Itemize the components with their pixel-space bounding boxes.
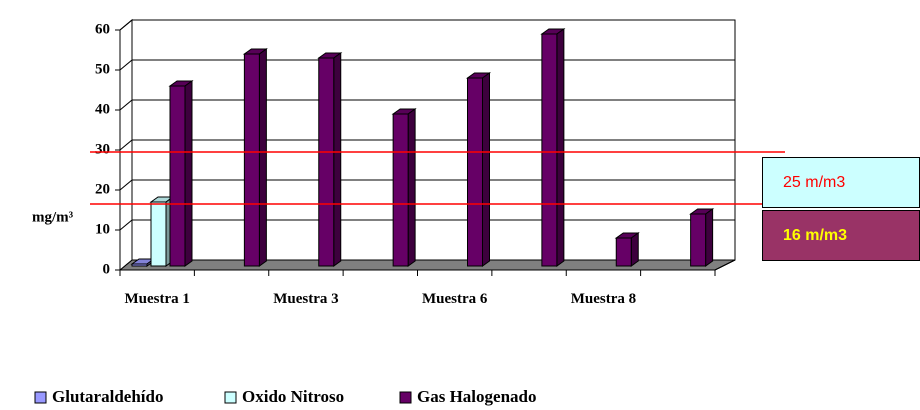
bar [168,80,194,267]
bar-side [258,48,267,267]
bar [614,232,640,267]
bar-side [705,208,714,267]
bar [391,108,417,267]
legend-swatch [34,391,47,404]
floor-edge [714,259,736,271]
y-tick-label: 20 [95,181,110,197]
bar-front [467,77,483,267]
bar [317,52,343,267]
x-tick-label: Muestra 3 [273,291,339,307]
bar-side [333,52,342,267]
legend-label: Oxido Nitroso [242,387,344,406]
annotation-box: 16 m/m3 [762,210,920,261]
annotation-box: 25 m/m3 [762,157,920,208]
legend-label: Gas Halogenado [417,387,537,406]
bar-front [541,33,558,267]
grid-line [119,139,735,151]
x-tick-label: Muestra 6 [421,291,488,307]
y-tick-label: 0 [103,261,111,277]
bar-front [131,263,148,267]
y-tick-label: 50 [95,61,110,77]
bar-front [169,85,186,267]
bar-side [556,28,565,267]
y-tick-label: 60 [95,21,110,37]
bar-front [615,237,632,267]
bar-front [243,53,260,267]
y-tick-label: 40 [95,101,110,117]
bar-side [407,108,416,267]
x-tick-label: Muestra 8 [570,291,637,307]
bar-front [690,213,707,267]
x-tick-label: Muestra 1 [124,291,190,307]
legend-label: Glutaraldehído [52,387,163,406]
grid-line [119,179,735,191]
grid-line [119,19,735,31]
grid-line [119,59,735,71]
grid-line [119,99,735,111]
grid-line [119,219,735,231]
bar [540,28,566,267]
floor [118,259,736,271]
y-tick-label: 10 [95,221,110,237]
bar [130,258,156,267]
bar-side [630,232,639,267]
y-axis-label: mg/m³ [32,209,74,225]
bar-side [184,80,193,267]
bar-front [150,201,167,267]
bar [242,48,268,267]
bar-front [318,57,335,267]
bar [689,208,715,267]
bar-front [392,113,409,267]
y-tick-label: 30 [95,141,110,157]
bar [465,72,492,267]
legend-swatch [224,391,237,404]
bar-side [482,72,490,267]
legend-swatch [399,391,412,404]
